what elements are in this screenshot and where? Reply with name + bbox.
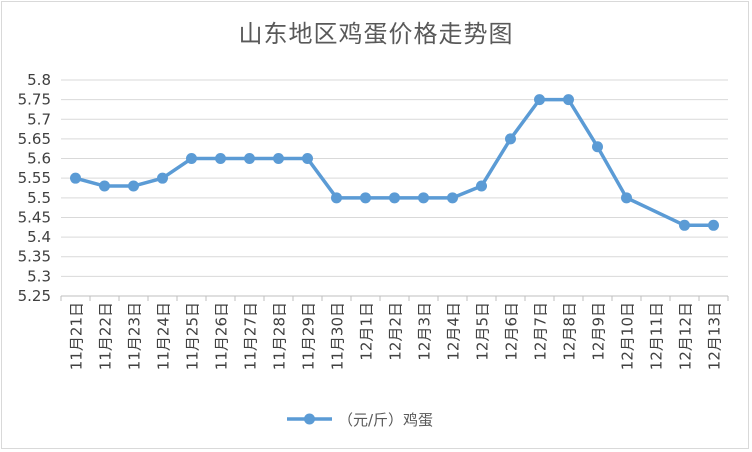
x-tick-label: 12月11日 [648, 302, 666, 370]
x-tick-label: 11月25日 [184, 302, 202, 370]
data-point [534, 94, 545, 106]
data-point [505, 133, 516, 145]
x-tick-label: 12月8日 [561, 302, 579, 361]
y-tick-label: 5.35 [18, 248, 51, 266]
x-tick-label: 12月2日 [387, 302, 405, 361]
y-tick-label: 5.55 [18, 169, 51, 187]
y-tick-label: 5.6 [27, 150, 51, 168]
data-point [447, 192, 458, 204]
x-tick-label: 12月1日 [358, 302, 376, 361]
legend-marker [304, 413, 315, 425]
data-point [186, 153, 197, 165]
x-tick-label: 11月29日 [300, 302, 318, 370]
y-tick-label: 5.45 [18, 208, 51, 226]
y-tick-label: 5.4 [27, 228, 51, 246]
x-tick-label: 12月6日 [503, 302, 521, 361]
data-point [476, 180, 487, 192]
data-point [708, 219, 719, 231]
data-point [244, 153, 255, 165]
data-point [70, 172, 81, 184]
data-point [302, 153, 313, 165]
data-point [99, 180, 110, 192]
x-tick-label: 12月5日 [474, 302, 492, 361]
x-tick-label: 11月27日 [242, 302, 260, 370]
data-point [128, 180, 139, 192]
x-tick-label: 11月30日 [329, 302, 347, 370]
x-tick-label: 11月28日 [271, 302, 289, 370]
data-point [389, 192, 400, 204]
data-point [418, 192, 429, 204]
legend-label: （元/斤）鸡蛋 [338, 411, 433, 429]
x-tick-label: 12月7日 [532, 302, 550, 361]
data-point [592, 141, 603, 153]
y-tick-label: 5.5 [27, 189, 51, 207]
data-point [273, 153, 284, 165]
y-tick-label: 5.7 [27, 110, 51, 128]
x-tick-label: 12月10日 [619, 302, 637, 370]
x-tick-label: 12月12日 [677, 302, 695, 370]
data-point [157, 172, 168, 184]
x-tick-label: 11月22日 [97, 302, 115, 370]
x-tick-label: 12月3日 [416, 302, 434, 361]
y-tick-label: 5.25 [18, 287, 51, 305]
x-tick-label: 11月21日 [68, 302, 86, 370]
data-point [679, 219, 690, 231]
y-tick-label: 5.3 [27, 267, 51, 285]
y-tick-label: 5.8 [27, 71, 51, 89]
x-tick-label: 11月26日 [213, 302, 231, 370]
x-tick-label: 12月13日 [706, 302, 724, 370]
y-tick-label: 5.75 [18, 91, 51, 109]
x-tick-label: 11月23日 [126, 302, 144, 370]
x-tick-label: 12月9日 [590, 302, 608, 361]
data-point [563, 94, 574, 106]
data-point [621, 192, 632, 204]
chart-title: 山东地区鸡蛋价格走势图 [238, 20, 514, 48]
x-tick-label: 11月24日 [155, 302, 173, 370]
y-tick-label: 5.65 [18, 130, 51, 148]
series-line [73, 97, 716, 228]
data-point [331, 192, 342, 204]
data-point [215, 153, 226, 165]
data-point [360, 192, 371, 204]
x-tick-label: 12月4日 [445, 302, 463, 361]
